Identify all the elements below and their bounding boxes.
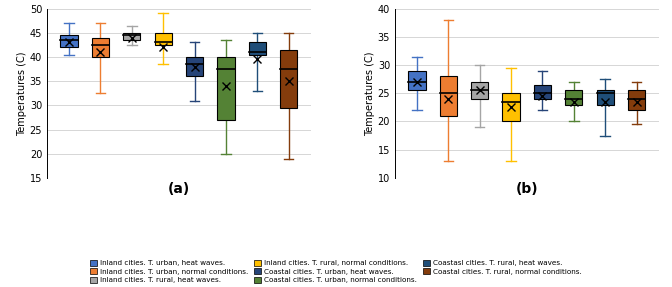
Bar (597, 90, 614, 104)
X-axis label: (a): (a) (168, 182, 190, 196)
Bar (503, 93, 519, 121)
Bar (186, 57, 203, 76)
Bar (123, 33, 140, 40)
Y-axis label: Temperatures (C): Temperatures (C) (17, 51, 27, 135)
Bar (60, 35, 78, 47)
Bar (249, 42, 266, 55)
Bar (155, 33, 172, 45)
Bar (217, 57, 235, 120)
Bar (565, 90, 583, 104)
Bar (471, 82, 489, 99)
X-axis label: (b): (b) (515, 182, 538, 196)
Bar (628, 90, 645, 110)
Bar (534, 85, 551, 99)
Bar (439, 76, 457, 116)
Bar (409, 71, 425, 90)
Bar (92, 38, 109, 57)
Legend: Inland cities. T. urban, heat waves., Inland cities. T. urban, normal conditions: Inland cities. T. urban, heat waves., In… (90, 259, 582, 283)
Bar (280, 50, 297, 108)
Y-axis label: Temperatures (C): Temperatures (C) (365, 51, 375, 135)
